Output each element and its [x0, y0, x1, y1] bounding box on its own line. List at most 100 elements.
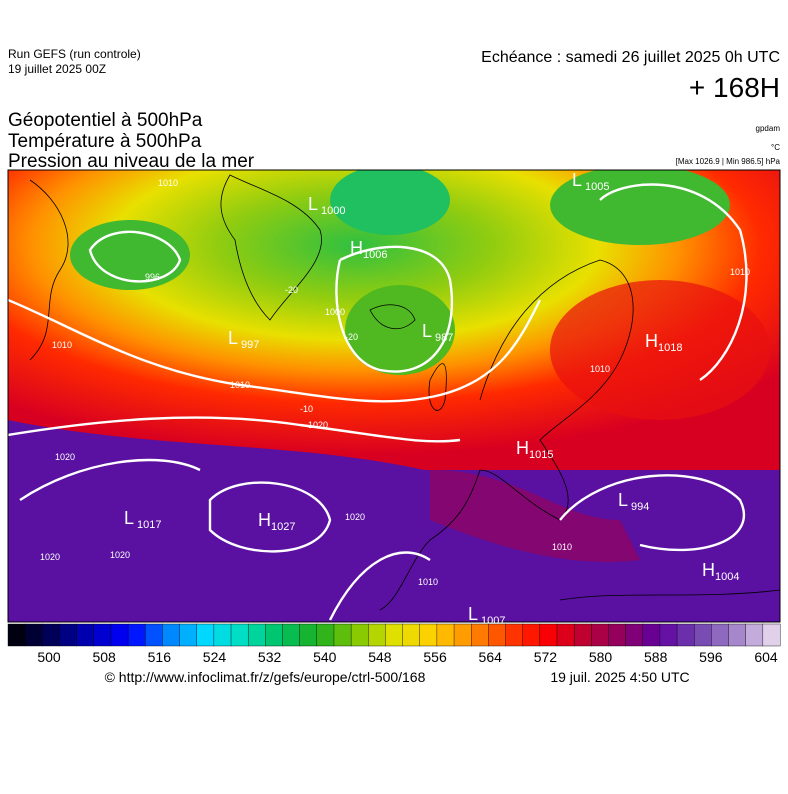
map-field	[345, 285, 455, 375]
contour-label: 1010	[418, 577, 438, 587]
map-field	[550, 280, 770, 420]
colorbar-tick-label: 580	[589, 649, 613, 665]
contour-label: 1010	[552, 542, 572, 552]
colorbar-cell	[213, 623, 232, 647]
colorbar-cell	[230, 623, 249, 647]
contour-label: -20	[345, 332, 358, 342]
colorbar-cell	[436, 623, 455, 647]
center-value: 1006	[363, 249, 387, 261]
colorbar-cell	[162, 623, 181, 647]
center-letter: H	[645, 331, 658, 351]
center-letter: L	[422, 321, 432, 341]
center-value: 997	[241, 339, 259, 351]
source-url: © http://www.infoclimat.fr/z/gefs/europe…	[105, 669, 426, 685]
colorbar-cell	[59, 623, 78, 647]
colorbar-cell	[625, 623, 644, 647]
colorbar-tick-label: 548	[368, 649, 392, 665]
contour-labels: 1010 996 1010 1010 1020 1020 1020 1020 1020 1010 1…	[40, 178, 750, 587]
colorbar-cell	[642, 623, 661, 647]
title: Géopotentiel à 500hPa	[8, 110, 203, 131]
colorbar-cell	[659, 623, 678, 647]
center-value: 1005	[585, 181, 609, 193]
colorbar-cell	[505, 623, 524, 647]
colorbar-tick-label: 564	[479, 649, 503, 665]
isobars	[8, 183, 748, 621]
colorbar-cell	[76, 623, 95, 647]
colorbar-cell	[110, 623, 129, 647]
center-value: 1015	[529, 449, 553, 461]
colorbar-cell	[145, 623, 163, 647]
colorbar-cell	[196, 623, 215, 647]
map-field	[330, 170, 450, 235]
colorbar-cell	[762, 623, 781, 647]
center-value: 987	[435, 332, 453, 344]
colorbar-cell	[522, 623, 541, 647]
colorbar-tick-label: 508	[92, 649, 116, 665]
colorbar-cell	[471, 623, 489, 647]
center-letter: L	[124, 508, 134, 528]
center-letter: H	[258, 510, 271, 530]
colorbar-cell	[247, 623, 266, 647]
lead-time: + 168H	[689, 72, 780, 103]
colorbar-cell	[368, 623, 386, 647]
colorbar-tick-label: 556	[423, 649, 447, 665]
colorbar-tick-label: 588	[644, 649, 668, 665]
colorbar-tick-label: 532	[258, 649, 282, 665]
center-letter: H	[516, 438, 529, 458]
center-letter: L	[468, 604, 478, 624]
colorbar-cell	[745, 623, 764, 647]
colorbar-tick-label: 604	[754, 649, 778, 665]
unit: °C	[771, 143, 780, 152]
colorbar-cell	[556, 623, 575, 647]
colorbar-cell	[591, 623, 609, 647]
title: Pression au niveau de la mer	[8, 151, 255, 172]
center-letter: L	[618, 490, 628, 510]
contour-label: -10	[300, 404, 313, 414]
center-value: 1027	[271, 521, 295, 533]
unit: [Max 1026.9 | Min 986.5] hPa	[676, 157, 781, 166]
contour-label: 1010	[230, 380, 250, 390]
map-field	[430, 470, 640, 562]
colorbar-tick-label: 516	[148, 649, 172, 665]
center-value: 1017	[137, 519, 161, 531]
coastlines	[29, 174, 780, 611]
contour-label: 1000	[325, 307, 345, 317]
colorbar-cell	[419, 623, 438, 647]
colorbar-cell	[350, 623, 369, 647]
contour-label: -20	[285, 285, 298, 295]
contour-label: 1020	[345, 512, 365, 522]
center-letter: L	[308, 194, 318, 214]
colorbar-tick-label: 572	[534, 649, 558, 665]
unit: gpdam	[756, 124, 781, 133]
colorbar-cell	[7, 623, 26, 647]
map-field	[70, 220, 190, 290]
contour-label: 996	[145, 272, 160, 282]
colorbar-cell	[608, 623, 627, 647]
contour-label: 1010	[590, 364, 610, 374]
colorbar-cell	[728, 623, 747, 647]
contour-label: 1020	[40, 552, 60, 562]
center-value: 1000	[321, 205, 345, 217]
colorbar-cell	[539, 623, 558, 647]
colorbar-cell	[316, 623, 335, 647]
colorbar-cell	[711, 623, 730, 647]
colorbar-tick-label: 500	[37, 649, 61, 665]
colorbar-cell	[127, 623, 146, 647]
colorbar: 500 508 516 524 532 540 548 556 564 572 580 588 596 6…	[7, 623, 781, 665]
colorbar-cell	[93, 623, 112, 647]
center-letter: L	[228, 328, 238, 348]
colorbar-cell	[676, 623, 695, 647]
center-value: 1004	[715, 571, 739, 583]
map-frame	[7, 169, 781, 623]
center-value: 994	[631, 501, 649, 513]
colorbar-cell	[694, 623, 712, 647]
colorbar-tick-label: 596	[699, 649, 723, 665]
run-date: 19 juillet 2025 00Z	[8, 62, 106, 76]
issued-time: 19 juil. 2025 4:50 UTC	[550, 669, 689, 685]
colorbar-cell	[282, 623, 301, 647]
colorbar-cell	[402, 623, 421, 647]
contour-label: 1020	[308, 420, 328, 430]
contour-label: 1010	[52, 340, 72, 350]
